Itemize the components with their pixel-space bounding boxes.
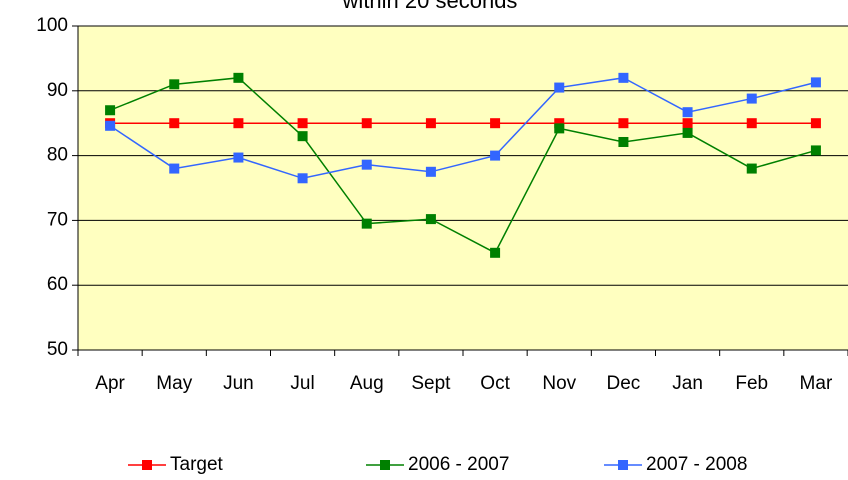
x-tick-label: Feb <box>735 373 768 394</box>
x-tick-label: Nov <box>542 373 576 394</box>
data-point <box>746 93 757 104</box>
legend-label: Target <box>170 454 224 475</box>
x-tick-label: Jan <box>672 373 703 394</box>
data-point <box>618 72 629 83</box>
x-tick-label: Jul <box>290 373 314 394</box>
data-point <box>618 118 629 129</box>
data-point <box>233 72 244 83</box>
legend-marker <box>142 460 152 470</box>
data-point <box>361 218 372 229</box>
data-point <box>810 77 821 88</box>
x-tick-label: Jun <box>223 373 254 394</box>
series-line <box>109 77 817 254</box>
data-point <box>746 163 757 174</box>
data-point <box>490 150 501 161</box>
data-point <box>682 118 693 129</box>
legend-label: 2007 - 2008 <box>646 454 747 475</box>
data-point <box>810 145 821 156</box>
x-tick-label: Sept <box>411 373 451 394</box>
chart-title: within 20 seconds <box>342 0 518 13</box>
x-tick-label: May <box>156 373 192 394</box>
data-point <box>554 82 565 93</box>
data-point <box>361 118 372 129</box>
data-point <box>105 120 116 131</box>
data-point <box>233 118 244 129</box>
data-point <box>425 118 436 129</box>
x-tick-label: Oct <box>480 373 510 394</box>
data-point <box>297 131 308 142</box>
data-point <box>682 127 693 138</box>
data-point <box>810 118 821 129</box>
y-tick-label: 70 <box>47 209 68 230</box>
data-point <box>425 166 436 177</box>
data-point <box>169 163 180 174</box>
y-tick-label: 80 <box>47 145 68 166</box>
data-point <box>425 214 436 225</box>
data-point <box>554 118 565 129</box>
data-point <box>554 123 565 134</box>
x-tick-label: Dec <box>607 373 641 394</box>
y-tick-label: 50 <box>47 339 68 360</box>
data-point <box>618 136 629 147</box>
plot-area <box>78 26 848 350</box>
x-tick-label: Aug <box>350 373 384 394</box>
data-point <box>361 159 372 170</box>
legend-label: 2006 - 2007 <box>408 454 509 475</box>
x-tick-label: Mar <box>800 373 833 394</box>
y-tick-label: 90 <box>47 80 68 101</box>
data-point <box>169 79 180 90</box>
data-point <box>169 118 180 129</box>
legend-marker <box>380 460 390 470</box>
data-point <box>746 118 757 129</box>
legend-marker <box>618 460 628 470</box>
data-point <box>490 247 501 258</box>
data-point <box>682 107 693 118</box>
data-point <box>233 152 244 163</box>
data-point <box>105 105 116 116</box>
series-line <box>109 77 817 180</box>
data-point <box>297 173 308 184</box>
x-tick-label: Apr <box>95 373 125 394</box>
data-point <box>297 118 308 129</box>
data-point <box>490 118 501 129</box>
y-tick-label: 60 <box>47 274 68 295</box>
y-tick-label: 100 <box>36 15 68 36</box>
